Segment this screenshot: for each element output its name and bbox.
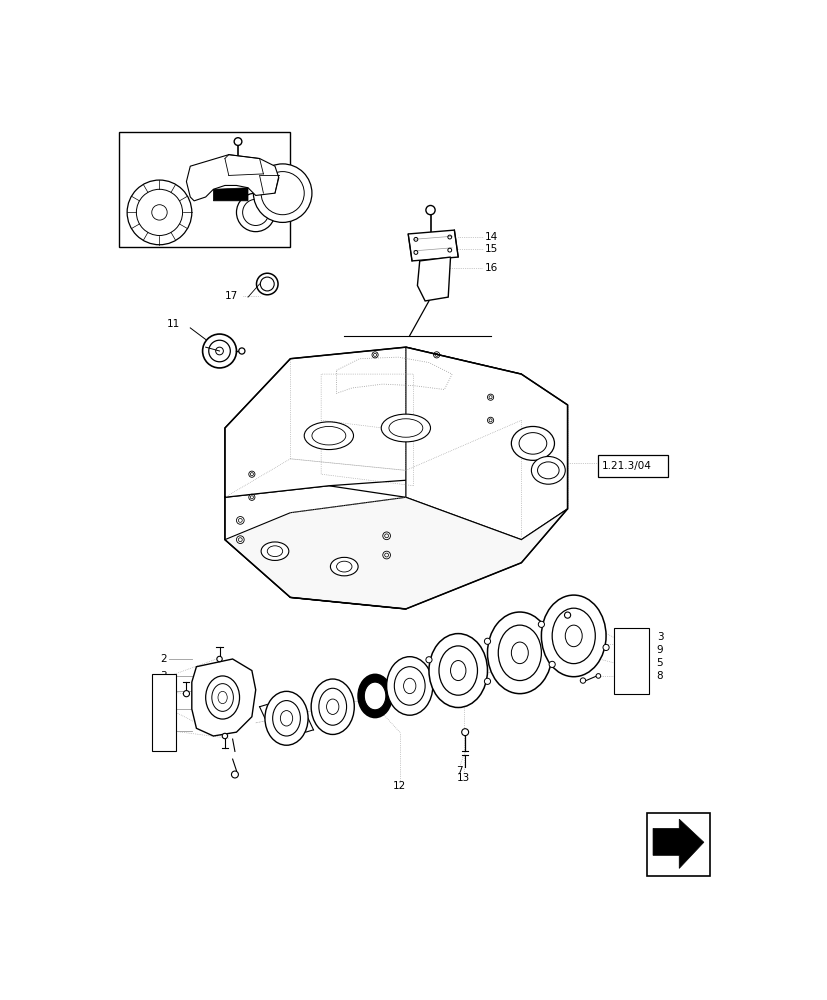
Ellipse shape xyxy=(380,414,430,442)
Circle shape xyxy=(425,657,432,663)
Ellipse shape xyxy=(272,701,300,736)
Ellipse shape xyxy=(336,561,351,572)
Text: 14: 14 xyxy=(485,232,498,242)
Circle shape xyxy=(602,644,609,651)
Circle shape xyxy=(183,691,189,697)
Polygon shape xyxy=(408,230,457,261)
Ellipse shape xyxy=(403,678,415,694)
Text: 17: 17 xyxy=(225,291,238,301)
Ellipse shape xyxy=(511,426,554,460)
Ellipse shape xyxy=(552,608,595,664)
Text: 9: 9 xyxy=(656,645,662,655)
Circle shape xyxy=(538,621,544,627)
Polygon shape xyxy=(417,257,450,301)
Ellipse shape xyxy=(541,595,605,677)
Polygon shape xyxy=(405,347,566,540)
Circle shape xyxy=(484,678,490,684)
Circle shape xyxy=(548,661,555,667)
Ellipse shape xyxy=(531,456,565,484)
Polygon shape xyxy=(225,347,521,497)
Circle shape xyxy=(242,199,269,225)
Circle shape xyxy=(203,334,237,368)
Text: 3: 3 xyxy=(160,671,166,681)
Ellipse shape xyxy=(519,433,546,454)
Text: 1: 1 xyxy=(156,708,163,718)
Text: 6: 6 xyxy=(160,726,166,736)
Text: 5: 5 xyxy=(160,704,166,714)
Text: 7: 7 xyxy=(456,766,462,776)
Circle shape xyxy=(253,164,312,222)
Ellipse shape xyxy=(212,684,233,711)
Ellipse shape xyxy=(450,661,466,681)
Ellipse shape xyxy=(304,422,353,450)
Ellipse shape xyxy=(318,688,347,725)
Text: 13: 13 xyxy=(457,773,470,783)
Ellipse shape xyxy=(280,711,292,726)
Circle shape xyxy=(260,277,274,291)
Circle shape xyxy=(151,205,167,220)
Ellipse shape xyxy=(265,691,308,745)
Polygon shape xyxy=(186,155,279,201)
Ellipse shape xyxy=(389,419,423,437)
Ellipse shape xyxy=(267,546,282,557)
Ellipse shape xyxy=(428,634,487,708)
Polygon shape xyxy=(225,497,566,609)
Polygon shape xyxy=(653,819,703,868)
Text: 15: 15 xyxy=(485,244,498,254)
Ellipse shape xyxy=(565,625,581,647)
Bar xyxy=(119,132,290,247)
Text: 4: 4 xyxy=(160,686,166,696)
Ellipse shape xyxy=(487,612,552,694)
Circle shape xyxy=(256,273,278,295)
Ellipse shape xyxy=(312,426,346,445)
Ellipse shape xyxy=(326,699,338,714)
Circle shape xyxy=(136,189,182,235)
Polygon shape xyxy=(213,188,248,201)
Circle shape xyxy=(237,193,275,232)
Bar xyxy=(598,455,667,477)
Text: 2: 2 xyxy=(160,654,166,664)
Text: 3: 3 xyxy=(656,632,662,642)
Ellipse shape xyxy=(311,679,354,734)
Text: 5: 5 xyxy=(656,658,662,668)
Ellipse shape xyxy=(537,462,558,479)
Text: 8: 8 xyxy=(656,671,662,681)
Circle shape xyxy=(564,612,570,618)
Circle shape xyxy=(261,172,304,215)
Circle shape xyxy=(217,656,222,662)
Bar xyxy=(151,674,176,751)
Circle shape xyxy=(425,205,435,215)
Circle shape xyxy=(461,729,468,736)
Ellipse shape xyxy=(205,676,239,719)
Circle shape xyxy=(234,138,241,145)
Ellipse shape xyxy=(330,557,358,576)
Ellipse shape xyxy=(394,667,424,705)
Text: 16: 16 xyxy=(485,263,498,273)
Ellipse shape xyxy=(498,625,541,681)
Circle shape xyxy=(222,733,227,739)
Bar xyxy=(613,628,648,694)
Ellipse shape xyxy=(261,542,289,560)
Circle shape xyxy=(208,340,230,362)
Polygon shape xyxy=(225,486,405,609)
Ellipse shape xyxy=(438,646,477,695)
Text: 11: 11 xyxy=(167,319,180,329)
Circle shape xyxy=(595,674,600,678)
Text: 10: 10 xyxy=(622,629,635,639)
Ellipse shape xyxy=(364,682,385,710)
Circle shape xyxy=(484,638,490,644)
Text: 1.21.3/04: 1.21.3/04 xyxy=(601,461,652,471)
Bar xyxy=(646,813,710,876)
Polygon shape xyxy=(192,659,256,736)
Ellipse shape xyxy=(218,691,227,704)
Circle shape xyxy=(580,678,585,683)
Ellipse shape xyxy=(358,674,391,718)
Circle shape xyxy=(127,180,192,245)
Ellipse shape xyxy=(386,657,433,715)
Circle shape xyxy=(215,347,223,355)
Circle shape xyxy=(238,348,245,354)
Ellipse shape xyxy=(511,642,528,664)
Circle shape xyxy=(232,771,238,778)
Text: 12: 12 xyxy=(393,781,406,791)
